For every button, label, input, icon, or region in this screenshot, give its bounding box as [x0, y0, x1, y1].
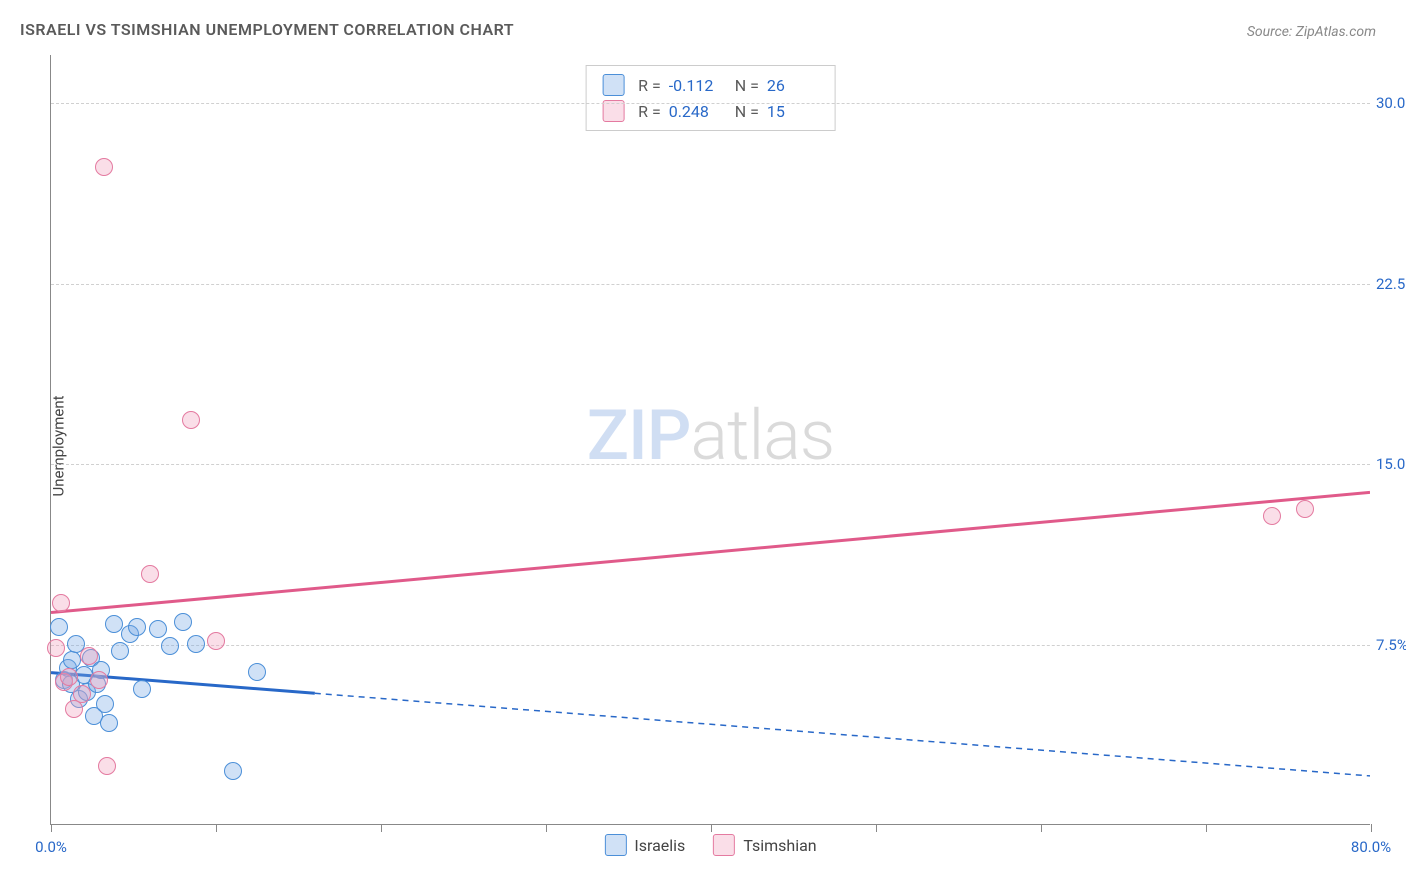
scatter-point-tsimshian — [182, 411, 200, 429]
stats-n-label: N = — [735, 76, 759, 95]
stats-row-tsimshian: R = 0.248 N = 15 — [586, 98, 835, 124]
chart-container: ISRAELI VS TSIMSHIAN UNEMPLOYMENT CORREL… — [0, 0, 1406, 892]
xtick — [546, 824, 547, 832]
stats-n-value: 26 — [767, 76, 819, 95]
scatter-point-tsimshian — [95, 158, 113, 176]
source-attribution: Source: ZipAtlas.com — [1247, 24, 1376, 40]
xtick — [1206, 824, 1207, 832]
xtick-label: 0.0% — [35, 838, 67, 856]
legend-item-tsimshian: Tsimshian — [713, 834, 816, 856]
legend-swatch-israelis — [604, 834, 626, 856]
xtick — [1041, 824, 1042, 832]
scatter-point-tsimshian — [98, 757, 116, 775]
scatter-point-tsimshian — [80, 647, 98, 665]
ytick-label: 30.0% — [1376, 94, 1406, 112]
scatter-point-israelis — [174, 613, 192, 631]
gridline-h — [51, 284, 1370, 285]
scatter-point-tsimshian — [141, 565, 159, 583]
scatter-point-tsimshian — [73, 685, 91, 703]
xtick-label: 80.0% — [1351, 838, 1391, 856]
scatter-point-israelis — [96, 695, 114, 713]
scatter-point-tsimshian — [47, 639, 65, 657]
stats-n-label: N = — [735, 102, 759, 121]
scatter-point-tsimshian — [90, 671, 108, 689]
scatter-point-israelis — [224, 762, 242, 780]
scatter-point-tsimshian — [52, 594, 70, 612]
scatter-point-israelis — [100, 714, 118, 732]
scatter-point-tsimshian — [207, 632, 225, 650]
stats-r-value: 0.248 — [669, 102, 721, 121]
trendline-tsimshian — [51, 492, 1370, 612]
trendlines-svg — [51, 55, 1370, 824]
gridline-h — [51, 103, 1370, 104]
stats-r-value: -0.112 — [669, 76, 721, 95]
chart-title: ISRAELI VS TSIMSHIAN UNEMPLOYMENT CORREL… — [20, 20, 514, 39]
xtick — [711, 824, 712, 832]
legend-label-tsimshian: Tsimshian — [743, 836, 816, 855]
xtick — [216, 824, 217, 832]
xtick — [51, 824, 52, 832]
stats-row-israelis: R = -0.112 N = 26 — [586, 72, 835, 98]
ytick-label: 7.5% — [1376, 636, 1406, 654]
stats-r-label: R = — [638, 76, 661, 95]
source-prefix: Source: — [1247, 24, 1296, 40]
legend-swatch-tsimshian — [713, 834, 735, 856]
scatter-point-israelis — [105, 615, 123, 633]
scatter-point-israelis — [187, 635, 205, 653]
swatch-israelis — [602, 74, 624, 96]
bottom-legend: Israelis Tsimshian — [604, 834, 816, 856]
legend-item-israelis: Israelis — [604, 834, 685, 856]
xtick — [381, 824, 382, 832]
ytick-label: 22.5% — [1376, 275, 1406, 293]
ytick-label: 15.0% — [1376, 455, 1406, 473]
xtick — [1371, 824, 1372, 832]
scatter-point-israelis — [161, 637, 179, 655]
scatter-point-tsimshian — [1296, 500, 1314, 518]
source-name: ZipAtlas.com — [1296, 24, 1376, 40]
plot-area: ZIPatlas R =-0.112N =26R =0.248N =15 Isr… — [50, 55, 1370, 825]
gridline-h — [51, 645, 1370, 646]
scatter-point-tsimshian — [1263, 507, 1281, 525]
legend-label-israelis: Israelis — [634, 836, 685, 855]
scatter-point-israelis — [111, 642, 129, 660]
trendline-dashed-israelis — [315, 693, 1370, 776]
scatter-point-israelis — [149, 620, 167, 638]
scatter-point-israelis — [128, 618, 146, 636]
stats-r-label: R = — [638, 102, 661, 121]
xtick — [876, 824, 877, 832]
scatter-point-israelis — [133, 680, 151, 698]
scatter-point-israelis — [248, 663, 266, 681]
scatter-point-israelis — [50, 618, 68, 636]
gridline-h — [51, 464, 1370, 465]
stats-box: R = -0.112 N = 26 R = 0.248 N = 15 — [585, 65, 836, 131]
stats-n-value: 15 — [767, 102, 819, 121]
scatter-point-tsimshian — [60, 668, 78, 686]
